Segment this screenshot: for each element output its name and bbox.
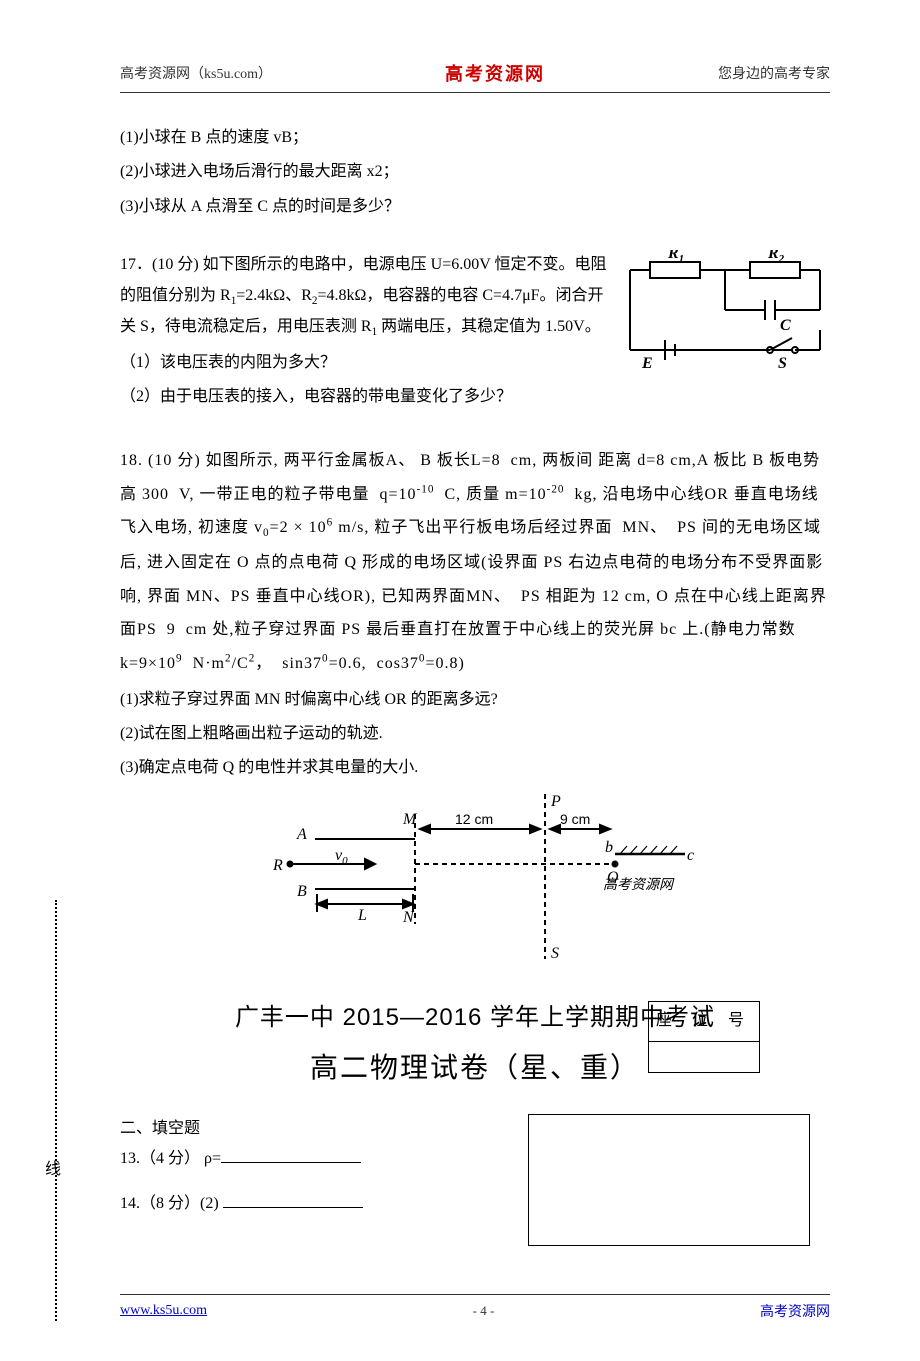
diagram-label-m: M [402,811,418,828]
answer-figure-box [528,1114,810,1246]
footer-page: - 4 - [473,1303,495,1319]
circuit-diagram: R1 R2 C E S [620,250,830,370]
q17-sub2: （2）由于电压表的接入，电容器的带电量变化了多少？ [120,382,610,412]
header-rule [120,92,830,93]
seat-number-box: 座 位 号 [648,1001,760,1072]
q13-label: 13.（4 分） ρ= [120,1150,221,1167]
circuit-label-s: S [778,355,787,370]
q18-sub1: (1)求粒子穿过界面 MN 时偏离中心线 OR 的距离多远? [120,685,830,715]
circuit-label-e: E [641,355,653,370]
diagram-label-r: R [272,857,283,874]
q17-block: 17．(10 分) 如下图所示的电路中，电源电压 U=6.00V 恒定不变。电阻… [120,250,830,416]
diagram-label-b: B [297,883,307,900]
footer-brand: 高考资源网 [760,1301,830,1321]
q14-blank[interactable] [223,1191,363,1208]
q16-sub2: (2)小球进入电场后滑行的最大距离 x2； [120,157,830,187]
q18-diagram: A B R M N P S O b c v0 L 12 cm 9 cm [120,794,830,975]
q13-blank[interactable] [221,1146,361,1163]
seat-value[interactable] [649,1042,759,1072]
header-left: 高考资源网（ks5u.com） [120,63,272,83]
content-body: (1)小球在 B 点的速度 vB； (2)小球进入电场后滑行的最大距离 x2； … [120,123,830,1254]
diagram-label-lc: c [687,847,694,864]
q17-sub1: （1）该电压表的内阻为多大？ [120,348,610,378]
diagram-label-9cm: 9 cm [560,811,590,827]
diagram-label-s: S [551,945,559,962]
seat-label: 座 位 号 [649,1002,759,1041]
q14-label: 14.（8 分）(2) [120,1195,219,1212]
diagram-label-12cm: 12 cm [455,811,493,827]
diagram-label-a: A [296,826,307,843]
diagram-label-l: L [357,907,367,924]
footer-url[interactable]: www.ks5u.com [120,1303,207,1319]
binding-line-dots [55,900,57,1321]
q18-block: 18. (10 分) 如图所示, 两平行金属板A、 B 板长L=8 cm, 两板… [120,444,830,680]
q18-intro: 18. (10 分) 如图所示, 两平行金属板A、 B 板长L=8 cm, 两板… [120,444,830,680]
q16-sub3: (3)小球从 A 点滑至 C 点的时间是多少？ [120,192,830,222]
q18-sub2: (2)试在图上粗略画出粒子运动的轨迹. [120,719,830,749]
diagram-watermark: 高考资源网 [603,877,675,893]
diagram-label-p: P [550,794,561,810]
binding-line-label: 线 [38,1160,62,1176]
diagram-label-n: N [402,909,415,926]
q18-sub3: (3)确定点电荷 Q 的电性并求其电量的大小. [120,753,830,783]
header-right: 您身边的高考专家 [718,63,830,83]
diagram-label-lb: b [605,839,613,856]
q16-sub1: (1)小球在 B 点的速度 vB； [120,123,830,153]
page-footer: www.ks5u.com - 4 - 高考资源网 [120,1294,830,1321]
circuit-label-c: C [780,317,791,334]
q17-intro: 17．(10 分) 如下图所示的电路中，电源电压 U=6.00V 恒定不变。电阻… [120,250,610,343]
page-header: 高考资源网（ks5u.com） 高考资源网 您身边的高考专家 [120,60,830,86]
header-center-logo: 高考资源网 [445,60,545,86]
